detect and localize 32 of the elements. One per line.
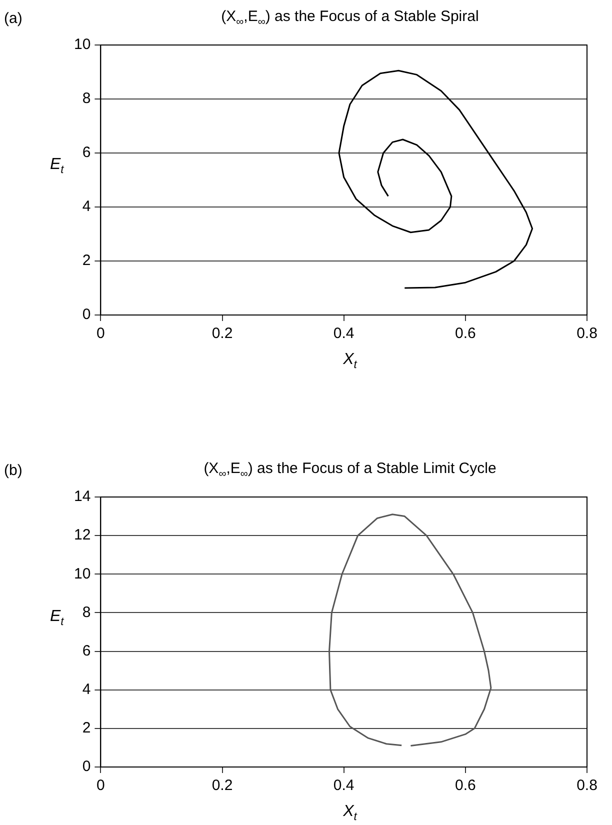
x-tick-label: 0.6 [454,777,476,794]
y-tick-label: 10 [74,565,91,582]
y-tick-label: 8 [82,604,91,621]
y-axis-title: E$_{t}$ [50,156,64,176]
y-axis-title: E$_{t}$ [50,608,64,628]
y-tick-label: 8 [82,90,91,108]
y-tick-label: 0 [82,758,91,776]
y-tick-label: 2 [82,252,91,270]
x-axis-title: X$_{t}$ [342,803,358,824]
y-tick-label: 14 [74,488,91,506]
x-tick-label: 0.4 [333,325,354,342]
x-tick-label: 0.2 [212,325,233,342]
y-tick-label: 2 [82,720,91,737]
x-tick-label: 0.4 [333,777,354,794]
x-tick-label: 0 [96,777,105,794]
text: (b) [4,462,22,479]
y-tick-label: 6 [82,642,91,660]
x-tick-label: 0.2 [212,777,233,794]
y-tick-label: 12 [74,526,91,544]
text: (a) [4,10,22,27]
x-tick-label: 0.8 [576,777,598,794]
x-tick-label: 0.6 [454,325,476,342]
y-tick-label: 10 [74,36,91,54]
x-tick-label: 0 [96,325,105,342]
y-tick-label: 4 [82,198,91,216]
y-tick-label: 6 [82,144,91,162]
chart-title: (X$_{∞}$,E$_{∞}$) as the Focus of a Stable Limit Cycle [202,460,498,480]
y-tick-label: 4 [82,681,91,698]
chart-title: (X$_{∞}$,E$_{∞}$) as the Focus of a Stable Spiral [220,8,480,28]
y-tick-label: 0 [82,306,91,324]
x-tick-label: 0.8 [576,325,598,342]
x-axis-title: X$_{t}$ [342,351,358,372]
